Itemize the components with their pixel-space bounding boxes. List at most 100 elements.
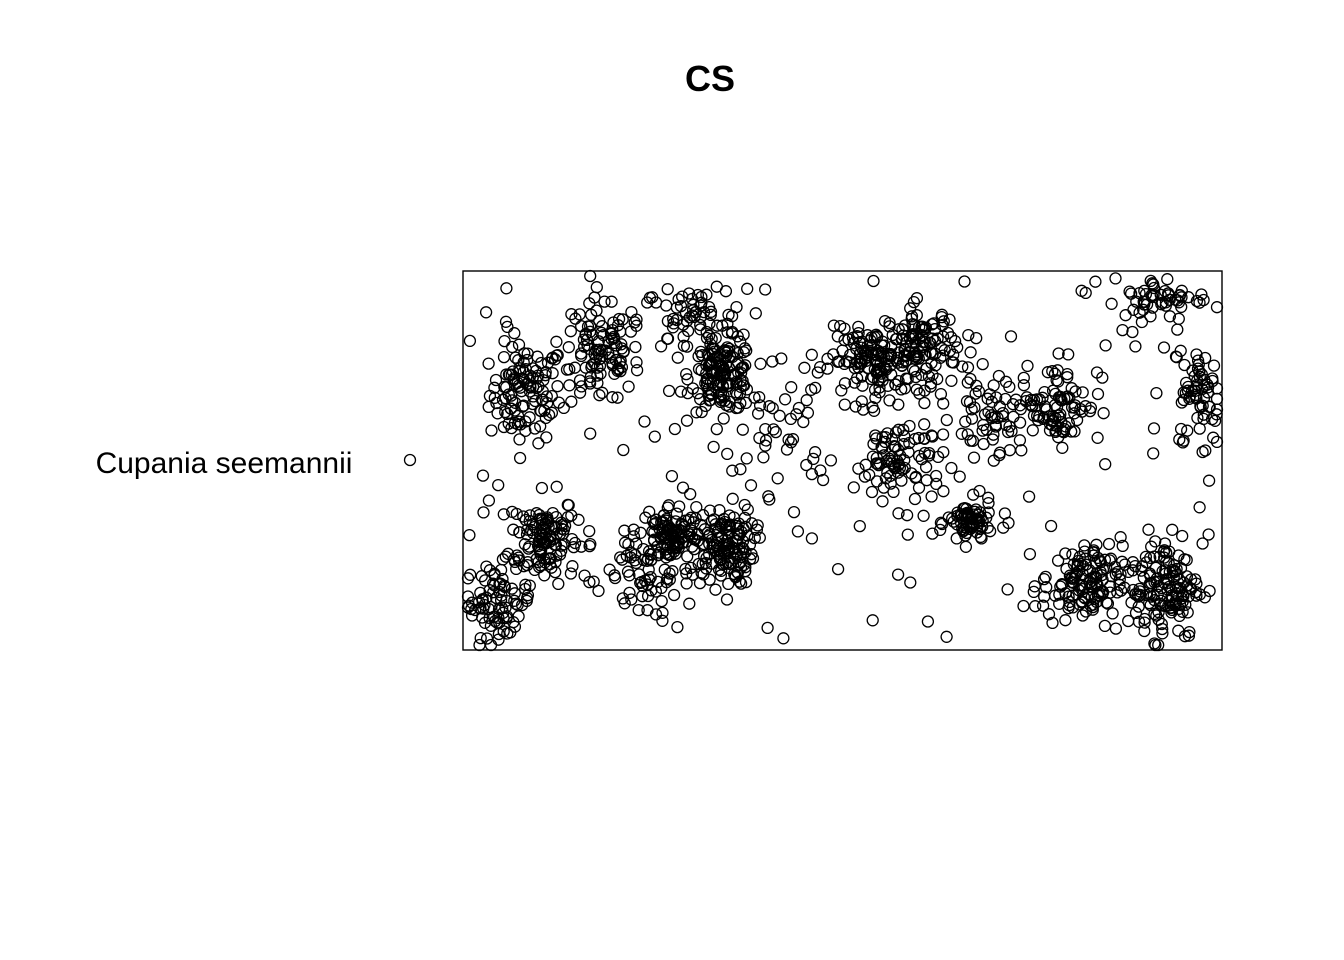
data-point [879,472,893,485]
data-point [1055,578,1069,592]
data-point [646,291,659,304]
data-point [605,327,618,341]
data-point [716,361,729,374]
data-point [943,313,956,326]
data-point [1122,614,1135,628]
data-point [573,308,586,321]
data-point [498,334,511,348]
data-point [903,332,917,345]
data-point [1177,386,1190,399]
data-point [680,367,693,381]
data-point [953,470,966,483]
data-point [990,391,1003,404]
data-point [851,355,864,368]
data-point [691,527,704,540]
data-point [520,528,534,541]
data-point [1068,407,1081,420]
data-point [517,510,530,523]
data-point [513,433,526,446]
data-point [634,526,647,539]
data-point [512,338,526,351]
data-point [497,350,511,364]
data-point [694,345,707,359]
data-point [861,361,874,375]
data-point [1007,410,1020,423]
data-point [982,491,995,504]
data-point [609,353,622,367]
data-point [1127,303,1140,316]
data-point [905,467,918,480]
data-point [883,316,896,330]
data-point [623,569,636,582]
data-point [900,509,914,522]
data-point [1051,554,1065,567]
data-point [478,574,492,587]
data-point [1205,413,1219,426]
data-point [1114,568,1127,581]
data-point [901,528,914,541]
data-point [1098,619,1112,633]
data-point [1114,584,1128,597]
data-point [1173,288,1186,302]
data-point [1056,425,1069,438]
data-point [703,573,716,586]
data-point [1203,400,1216,414]
data-point [1183,625,1196,639]
data-point [690,406,703,419]
data-point [590,343,603,357]
legend: Cupania seemannii [96,447,417,480]
data-point [1138,295,1151,308]
data-point [1105,297,1118,310]
data-point [659,546,673,560]
data-point [542,552,555,565]
data-point [721,544,734,557]
data-point [1091,387,1105,401]
data-point [1042,608,1056,621]
data-point [695,296,708,309]
data-point [1099,458,1112,471]
data-point [1175,592,1188,605]
data-point [865,485,879,499]
data-point [957,523,971,536]
data-point [925,490,938,503]
data-point [791,525,805,538]
data-point [871,374,885,387]
data-point [501,627,514,640]
data-point [1004,330,1018,343]
data-point [523,579,536,592]
data-point [763,400,776,413]
data-point [717,412,730,425]
data-point [638,415,651,428]
data-point [1061,390,1074,403]
data-point [611,391,624,404]
data-point [565,509,578,522]
data-point [847,336,860,350]
data-point [670,313,683,327]
data-point [1166,523,1179,536]
data-point [630,556,643,570]
data-point [969,387,982,400]
data-point [508,594,521,607]
data-point [1196,445,1209,459]
data-point [918,446,931,460]
data-point [648,534,661,547]
data-point [936,428,950,441]
data-point [1161,273,1174,286]
data-point [584,320,597,333]
data-point [663,573,676,586]
data-point [628,554,641,567]
data-point [797,415,810,429]
data-point [1119,309,1132,322]
data-point [970,526,984,539]
data-point [587,575,600,588]
data-point [1076,609,1089,622]
data-point [657,509,670,522]
data-point [705,364,718,378]
data-point [496,572,509,586]
data-point [642,545,656,558]
data-point [1149,535,1162,548]
data-point [499,315,513,328]
data-point [712,390,725,403]
data-point [738,498,751,512]
data-point [853,519,866,533]
